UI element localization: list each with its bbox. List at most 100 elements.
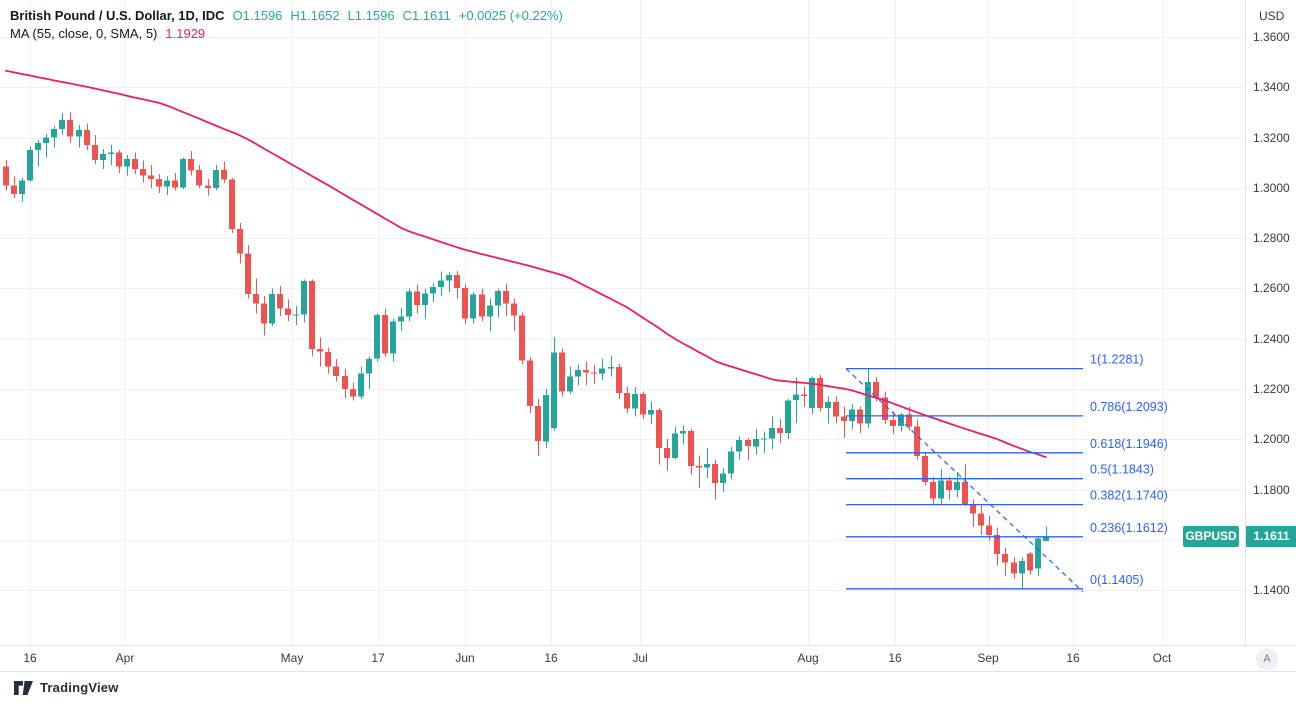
candle xyxy=(245,245,251,299)
candle xyxy=(1035,536,1041,576)
candle xyxy=(591,365,597,384)
fib-level-label: 0.786(1.2093) xyxy=(1090,400,1168,414)
candle xyxy=(35,140,41,167)
price-chart[interactable]: 1(1.2281) 0.786(1.2093) 0.618(1.1946) 0.5(1… xyxy=(0,0,1245,645)
candle xyxy=(422,288,428,319)
candle xyxy=(728,446,734,480)
candle xyxy=(285,299,291,322)
candle xyxy=(108,145,114,166)
candle xyxy=(970,499,976,528)
candle xyxy=(479,288,485,322)
candle xyxy=(454,270,460,299)
symbol-title[interactable]: British Pound / U.S. Dollar, 1D, IDC xyxy=(10,8,225,23)
fib-level-label: 0.618(1.1946) xyxy=(1090,437,1168,451)
candle xyxy=(358,366,364,400)
candle xyxy=(277,285,283,317)
candle xyxy=(801,386,807,407)
candle xyxy=(333,358,339,382)
candle xyxy=(1011,556,1017,580)
candle xyxy=(793,377,799,423)
candle xyxy=(938,469,944,505)
candle xyxy=(398,307,404,332)
candle xyxy=(374,313,380,362)
candle xyxy=(124,155,130,176)
candle xyxy=(221,161,227,183)
ma-55-line[interactable] xyxy=(5,69,1047,458)
candle xyxy=(317,337,323,367)
currency-label: USD xyxy=(1259,9,1285,23)
candle xyxy=(3,160,9,191)
candle xyxy=(342,368,348,398)
tradingview-brand[interactable]: TradingView xyxy=(40,680,119,695)
last-price-label: 1.1611 xyxy=(1246,526,1296,547)
candle xyxy=(19,177,25,202)
candle xyxy=(414,284,420,314)
candle xyxy=(92,135,98,164)
candle xyxy=(664,439,670,471)
candle xyxy=(84,123,90,151)
candle xyxy=(132,152,138,175)
candle xyxy=(825,396,831,424)
candle xyxy=(196,165,202,188)
fib-retracement[interactable]: 1(1.2281) 0.786(1.2093) 0.618(1.1946) 0.5(1… xyxy=(846,353,1168,590)
candle xyxy=(640,391,646,420)
auto-scale-button[interactable]: A xyxy=(1256,648,1278,670)
descending-trendline[interactable] xyxy=(845,368,1084,593)
candle xyxy=(382,308,388,357)
candle xyxy=(817,375,823,412)
candle xyxy=(583,361,589,386)
price-axis-label: 1.3600 xyxy=(1253,30,1290,44)
footer: TradingView xyxy=(14,672,119,703)
fib-level-label: 1(1.2281) xyxy=(1090,353,1144,367)
candle xyxy=(567,366,573,394)
price-axis-label: 1.2600 xyxy=(1253,281,1290,295)
candle xyxy=(269,288,275,327)
time-axis-label: Oct xyxy=(1152,651,1172,665)
candle xyxy=(769,416,775,450)
candle xyxy=(849,404,855,430)
candle xyxy=(205,179,211,196)
symbol-info-row: British Pound / U.S. Dollar, 1D, IDC O1.1… xyxy=(10,7,563,25)
candle xyxy=(503,283,509,317)
price-axis-label: 1.2400 xyxy=(1253,332,1290,346)
gridlines-vertical xyxy=(30,0,1163,645)
candle xyxy=(180,157,186,190)
candle xyxy=(495,288,501,318)
price-axis-label: 1.2800 xyxy=(1253,231,1290,245)
change-value: +0.0025 (+0.22%) xyxy=(458,8,563,23)
fib-level-label: 0.236(1.1612) xyxy=(1090,521,1168,535)
price-axis-label: 1.2000 xyxy=(1253,432,1290,446)
candle xyxy=(922,451,928,486)
candle xyxy=(882,391,888,425)
symbol-badge[interactable]: GBPUSD xyxy=(1183,526,1239,547)
candle xyxy=(696,455,702,488)
open-value: O1.1596 xyxy=(232,8,283,23)
candle xyxy=(261,295,267,336)
candle xyxy=(704,448,710,479)
candle xyxy=(1019,557,1025,589)
candle xyxy=(156,174,162,193)
time-axis-label: 16 xyxy=(23,651,37,665)
candle xyxy=(543,388,549,449)
low-value: L1.1596 xyxy=(347,8,395,23)
candle xyxy=(978,505,984,535)
candle xyxy=(229,177,235,234)
candle xyxy=(785,399,791,440)
price-axis-label: 1.3200 xyxy=(1253,131,1290,145)
time-axis[interactable]: 16 Apr May 17 Jun 16 Jul Aug 16 Sep 16 Oct xyxy=(0,645,1296,672)
candle xyxy=(76,124,82,148)
time-axis-label: Sep xyxy=(977,651,999,665)
candle xyxy=(213,165,219,191)
chart-header: British Pound / U.S. Dollar, 1D, IDC O1.1… xyxy=(10,7,563,43)
candle xyxy=(148,165,154,188)
candle xyxy=(857,406,863,433)
candle xyxy=(672,426,678,460)
price-axis[interactable]: USD 1.1611 1.3600 1.3400 1.3200 1.3000 1.280… xyxy=(1245,0,1296,645)
ma-indicator-label[interactable]: MA (55, close, 0, SMA, 5) xyxy=(10,26,158,41)
candle xyxy=(430,283,436,303)
candle xyxy=(575,364,581,385)
tradingview-logo-icon[interactable] xyxy=(14,680,33,695)
time-axis-label: Apr xyxy=(115,651,135,665)
candle xyxy=(59,112,65,136)
gridlines-horizontal xyxy=(0,37,1245,591)
